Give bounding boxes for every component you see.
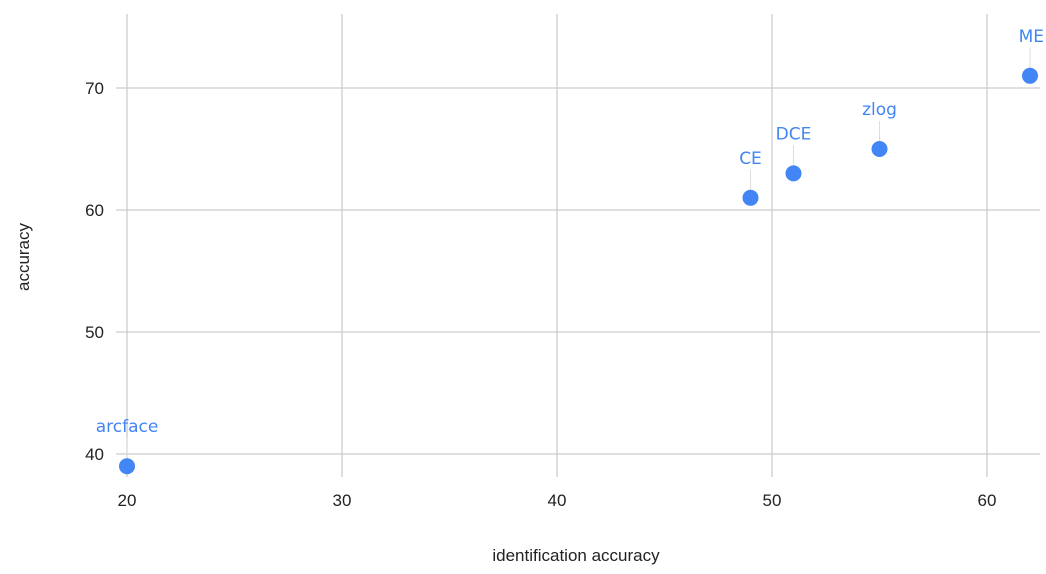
label-leaders xyxy=(126,47,1031,459)
data-point-label: zlog xyxy=(862,100,897,120)
x-tick-label: 30 xyxy=(333,491,352,510)
data-points xyxy=(119,67,1038,475)
data-point-label: CE xyxy=(739,149,762,169)
y-tick-label: 40 xyxy=(85,445,104,464)
data-point xyxy=(1022,67,1038,84)
data-point xyxy=(119,458,135,475)
x-tick-label: 20 xyxy=(118,491,137,510)
y-tick-label: 70 xyxy=(85,79,104,98)
tick-labels: 20 30 40 50 60 40 50 60 70 xyxy=(85,79,996,510)
data-point-label: arcface xyxy=(96,417,159,437)
y-tick-label: 60 xyxy=(85,201,104,220)
gridlines xyxy=(116,14,1040,477)
data-point-label: DCE xyxy=(776,124,812,144)
x-axis-title: identification accuracy xyxy=(492,546,660,565)
y-axis-title: accuracy xyxy=(14,222,33,291)
x-tick-label: 60 xyxy=(978,491,997,510)
y-tick-label: 50 xyxy=(85,323,104,342)
data-point xyxy=(785,165,802,182)
data-point xyxy=(871,141,888,157)
x-tick-label: 40 xyxy=(548,491,567,510)
x-tick-label: 50 xyxy=(763,491,782,510)
data-point xyxy=(742,189,759,206)
point-labels: arcface CE DCE zlog ME xyxy=(96,27,1044,437)
data-point-label: ME xyxy=(1019,27,1044,47)
